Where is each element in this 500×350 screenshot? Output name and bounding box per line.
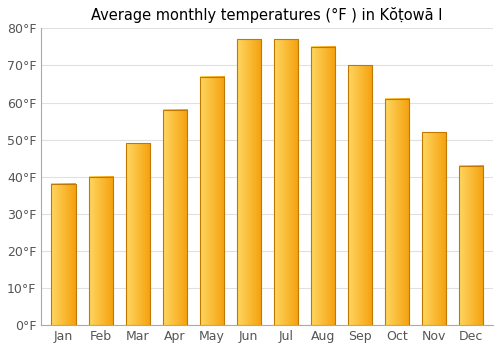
Title: Average monthly temperatures (°F ) in Kŏṭowā l: Average monthly temperatures (°F ) in Kŏ… <box>92 7 443 23</box>
Bar <box>200 77 224 325</box>
Bar <box>162 110 186 325</box>
Bar <box>274 40 297 325</box>
Bar <box>236 40 260 325</box>
Bar <box>52 184 76 325</box>
Bar <box>459 166 483 325</box>
Bar <box>422 132 446 325</box>
Bar <box>348 65 372 325</box>
Bar <box>310 47 335 325</box>
Bar <box>88 177 112 325</box>
Bar <box>384 99 409 325</box>
Bar <box>126 144 150 325</box>
